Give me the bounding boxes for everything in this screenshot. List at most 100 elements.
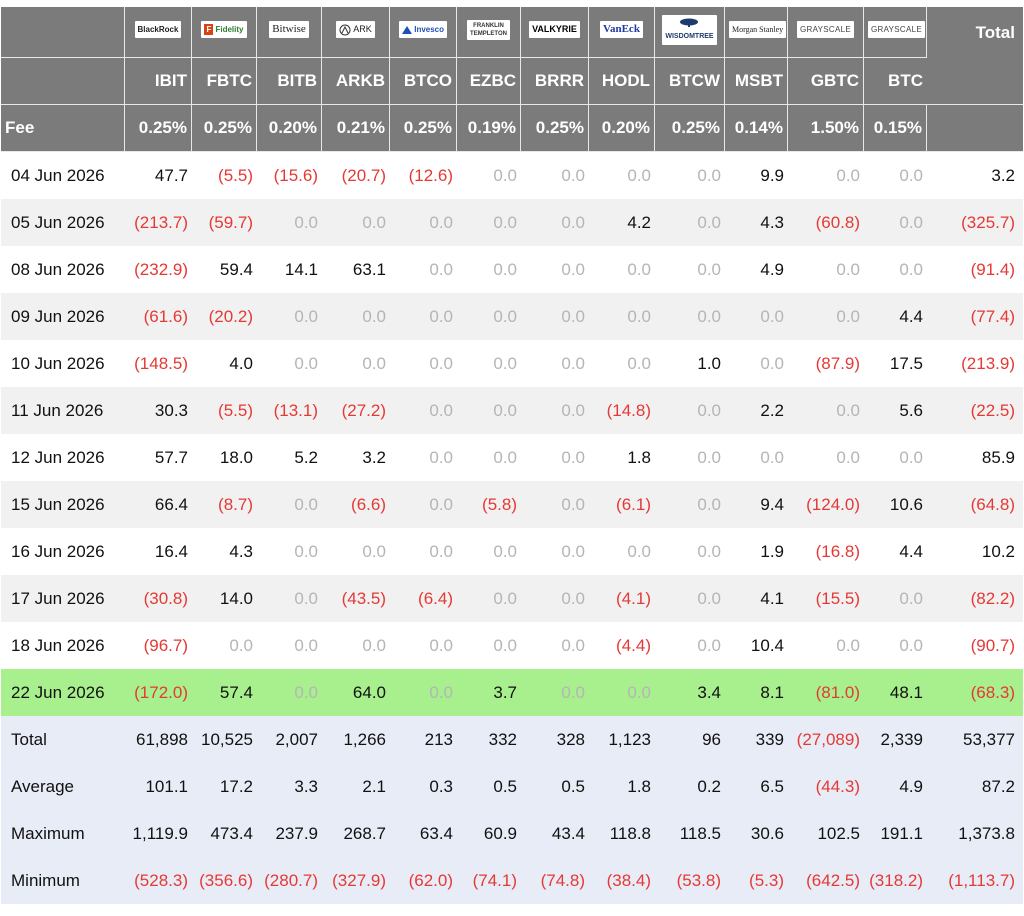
flow-cell: (6.4) [390,575,457,622]
flow-cell: (30.8) [125,575,192,622]
row-date: 04 Jun 2026 [1,152,125,199]
flow-cell: 0.0 [725,434,788,481]
header-corner [1,7,125,58]
fee-brrr: 0.25% [521,105,589,152]
flow-cell: 0.0 [655,293,725,340]
header-ticker-row: IBIT FBTC BITB ARKB BTCO EZBC BRRR HODL … [1,58,1023,105]
flow-cell: 0.5 [521,763,589,810]
table-row: 08 Jun 2026 (232.9) 59.4 14.1 63.1 0.0 0.0 0.0 0… [1,246,1023,293]
fee-fbtc: 0.25% [192,105,257,152]
flow-cell: 0.0 [457,387,521,434]
flow-cell: 0.0 [788,246,864,293]
flow-cell: 4.3 [725,199,788,246]
flow-cell: 14.0 [192,575,257,622]
flow-cell: 61,898 [125,716,192,763]
wisdomtree-logo: WISDOMTREE [662,15,716,45]
flow-cell: 1.8 [589,434,655,481]
flow-cell: (60.8) [788,199,864,246]
flow-cell: (44.3) [788,763,864,810]
flow-cell: 47.7 [125,152,192,199]
table-row: 09 Jun 2026 (61.6) (20.2) 0.0 0.0 0.0 0.0 0.0 0.… [1,293,1023,340]
flow-cell: (87.9) [788,340,864,387]
flow-cell: 0.0 [457,246,521,293]
valkyrie-logo: VALKYRIE [529,21,580,38]
ticker-bitb: BITB [257,58,322,105]
ark-logo-text: ARK [353,24,372,34]
fee-ibit: 0.25% [125,105,192,152]
flow-cell: 2,339 [864,716,927,763]
flow-cell: 332 [457,716,521,763]
row-date: 17 Jun 2026 [1,575,125,622]
row-date: 15 Jun 2026 [1,481,125,528]
table-row: 15 Jun 2026 66.4 (8.7) 0.0 (6.6) 0.0 (5.8) 0.0(… [1,481,1023,528]
flow-cell: 0.0 [257,575,322,622]
flow-cell: 473.4 [192,810,257,857]
flow-cell: 57.4 [192,669,257,716]
franklin-logo-text: FRANKLIN [473,23,504,29]
flow-cell: 0.0 [655,528,725,575]
flow-cell: 0.0 [521,434,589,481]
summary-row: Average 101.1 17.2 3.3 2.1 0.3 0.5 0.5 1.8 0.2 6.5… [1,763,1023,810]
tree-icon [679,18,699,27]
ark-logo: ARK [336,21,375,38]
flow-cell: (12.6) [390,152,457,199]
flow-cell: 118.8 [589,810,655,857]
flow-cell: (96.7) [125,622,192,669]
flow-cell: 10,525 [192,716,257,763]
flow-cell: 43.4 [521,810,589,857]
row-total: 1,373.8 [927,810,1023,857]
flow-cell: (15.5) [788,575,864,622]
flow-cell: 0.0 [521,199,589,246]
flow-cell: 0.0 [864,152,927,199]
issuer-logo-vaneck: VanEck [589,7,655,58]
flow-cell: 0.0 [257,293,322,340]
flow-cell: 0.0 [390,669,457,716]
header-logo-row: BlackRock F Fidelity Bitwise ARK [1,7,1023,58]
row-date: 10 Jun 2026 [1,340,125,387]
flow-cell: 0.0 [655,434,725,481]
fidelity-logo: F Fidelity [201,21,246,38]
flow-cell: 0.0 [390,246,457,293]
flow-cell: 0.0 [457,575,521,622]
flow-cell: 3.3 [257,763,322,810]
row-total: (90.7) [927,622,1023,669]
flow-cell: (318.2) [864,857,927,904]
flow-cell: 1.0 [655,340,725,387]
vaneck-logo: VanEck [600,21,643,38]
flow-cell: 0.0 [257,622,322,669]
table-row: 17 Jun 2026 (30.8) 14.0 0.0 (43.5) (6.4) 0.0 0.… [1,575,1023,622]
flow-cell: 0.3 [390,763,457,810]
table-row: 10 Jun 2026 (148.5) 4.0 0.0 0.0 0.0 0.0 0.0 0.0 1… [1,340,1023,387]
flow-cell: 118.5 [655,810,725,857]
flow-cell: 101.1 [125,763,192,810]
flow-cell: 0.0 [390,434,457,481]
row-date: 11 Jun 2026 [1,387,125,434]
franklin-templeton-logo: FRANKLIN TEMPLETON [467,20,510,40]
flow-cell: 0.0 [457,528,521,575]
flow-cell: 9.4 [725,481,788,528]
table-row: 12 Jun 2026 57.7 18.0 5.2 3.2 0.0 0.0 0.0 1.8 0.0… [1,434,1023,481]
ticker-msbt: MSBT [725,58,788,105]
ticker-btcw: BTCW [655,58,725,105]
flow-cell: 0.0 [788,434,864,481]
flow-cell: 17.5 [864,340,927,387]
flow-cell: 0.0 [521,152,589,199]
issuer-logo-wisdomtree: WISDOMTREE [655,7,725,58]
row-total: 85.9 [927,434,1023,481]
flow-cell: (4.4) [589,622,655,669]
flow-cell: (27.2) [322,387,390,434]
flow-cell: (15.6) [257,152,322,199]
issuer-logo-grayscale-btc: GRAYSCALE [864,7,927,58]
header-fee-row: Fee 0.25% 0.25% 0.20% 0.21% 0.25% 0.19% … [1,105,1023,152]
flow-cell: 0.0 [322,199,390,246]
flow-cell: 59.4 [192,246,257,293]
templeton-logo-text: TEMPLETON [470,31,507,37]
flow-cell: 10.4 [725,622,788,669]
flow-cell: 0.0 [655,622,725,669]
flow-cell: 0.0 [390,528,457,575]
flow-cell: 1,266 [322,716,390,763]
flow-cell: (528.3) [125,857,192,904]
flow-cell: 0.0 [589,293,655,340]
flow-cell: (124.0) [788,481,864,528]
fee-hodl: 0.20% [589,105,655,152]
